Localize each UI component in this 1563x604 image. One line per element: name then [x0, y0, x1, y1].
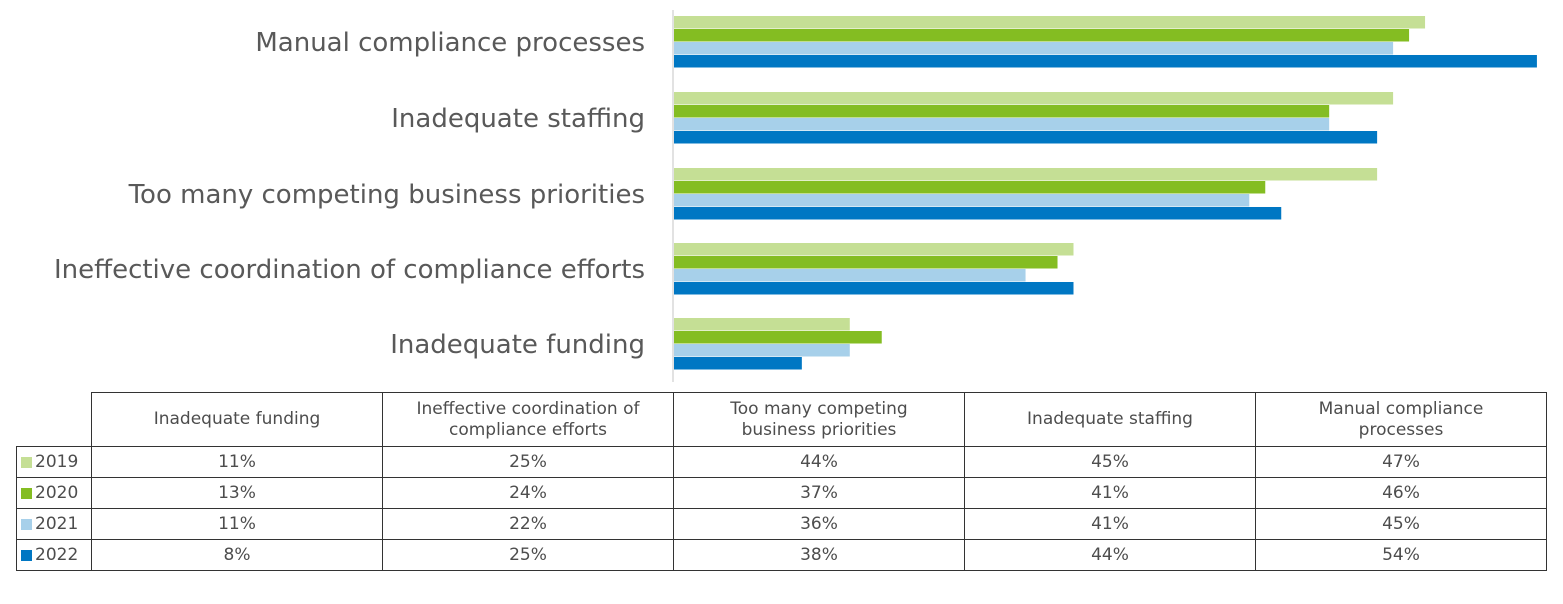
table-cell-value: 47% — [1255, 446, 1547, 478]
bar-2020 — [674, 105, 1330, 118]
legend-swatch — [21, 519, 32, 530]
category-label: Inadequate funding — [390, 330, 645, 360]
bar-2019 — [674, 243, 1074, 256]
table-column-header: Too many competing business priorities — [673, 392, 965, 447]
table-cell-value: 44% — [964, 539, 1256, 571]
category-label: Inadequate staffing — [391, 104, 645, 134]
bar-chart: Manual compliance processes Inadequate st… — [54, 10, 1537, 382]
bar-2022 — [674, 207, 1282, 220]
table-cell-value: 11% — [91, 508, 383, 540]
bar-2022 — [674, 282, 1074, 295]
table-cell-value: 54% — [1255, 539, 1547, 571]
category-label: Ineffective coordination of compliance e… — [54, 255, 645, 285]
bar-2021 — [674, 118, 1330, 131]
bar-2021 — [674, 344, 850, 357]
legend-label: 2021 — [35, 514, 79, 534]
legend-entry: 2019 — [16, 446, 92, 478]
table-header-row: Inadequate funding Ineffective coordinati… — [16, 392, 1547, 447]
legend-entry: 2021 — [16, 508, 92, 540]
table-cell-value: 36% — [673, 508, 965, 540]
bar-2020 — [674, 181, 1266, 194]
legend-entry: 2022 — [16, 539, 92, 571]
table-column-header: Ineffective coordination of compliance ef… — [382, 392, 674, 447]
table-cell-value: 41% — [964, 508, 1256, 540]
legend-label: 2022 — [35, 545, 79, 565]
legend-entry: 2020 — [16, 477, 92, 509]
table-cell-value: 25% — [382, 446, 674, 478]
table-row: 2020 13% 24% 37% 41% 46% — [16, 477, 1547, 509]
table-row: 2022 8% 25% 38% 44% 54% — [16, 539, 1547, 571]
bar-2022 — [674, 55, 1537, 68]
table-cell-value: 46% — [1255, 477, 1547, 509]
table-cell-value: 13% — [91, 477, 383, 509]
table-column-header: Inadequate staffing — [964, 392, 1256, 447]
bar-2020 — [674, 29, 1410, 42]
category-label: Manual compliance processes — [255, 28, 645, 58]
table-cell-value: 45% — [1255, 508, 1547, 540]
bar-2021 — [674, 194, 1250, 207]
table-cell-value: 24% — [382, 477, 674, 509]
bar-2022 — [674, 357, 802, 370]
table-cell-value: 22% — [382, 508, 674, 540]
table-cell-value: 8% — [91, 539, 383, 571]
table-row: 2021 11% 22% 36% 41% 45% — [16, 508, 1547, 540]
bar-2020 — [674, 331, 882, 344]
table-column-header: Manual compliance processes — [1255, 392, 1547, 447]
table-corner — [16, 392, 92, 447]
table-cell-value: 25% — [382, 539, 674, 571]
bar-2019 — [674, 318, 850, 331]
data-table: Inadequate funding Ineffective coordinati… — [16, 392, 1547, 571]
bar-2019 — [674, 16, 1426, 29]
table-row: 2019 11% 25% 44% 45% 47% — [16, 446, 1547, 478]
bar-2019 — [674, 92, 1394, 105]
legend-label: 2020 — [35, 483, 79, 503]
bar-2021 — [674, 269, 1026, 282]
bar-2019 — [674, 168, 1378, 181]
legend-label: 2019 — [35, 452, 79, 472]
table-column-header: Inadequate funding — [91, 392, 383, 447]
table-cell-value: 41% — [964, 477, 1256, 509]
bar-2022 — [674, 131, 1378, 144]
table-cell-value: 44% — [673, 446, 965, 478]
table-cell-value: 11% — [91, 446, 383, 478]
category-label: Too many competing business priorities — [128, 180, 645, 210]
legend-swatch — [21, 550, 32, 561]
table-cell-value: 37% — [673, 477, 965, 509]
legend-swatch — [21, 488, 32, 499]
table-cell-value: 38% — [673, 539, 965, 571]
bar-2020 — [674, 256, 1058, 269]
legend-swatch — [21, 457, 32, 468]
table-cell-value: 45% — [964, 446, 1256, 478]
bar-2021 — [674, 42, 1394, 55]
